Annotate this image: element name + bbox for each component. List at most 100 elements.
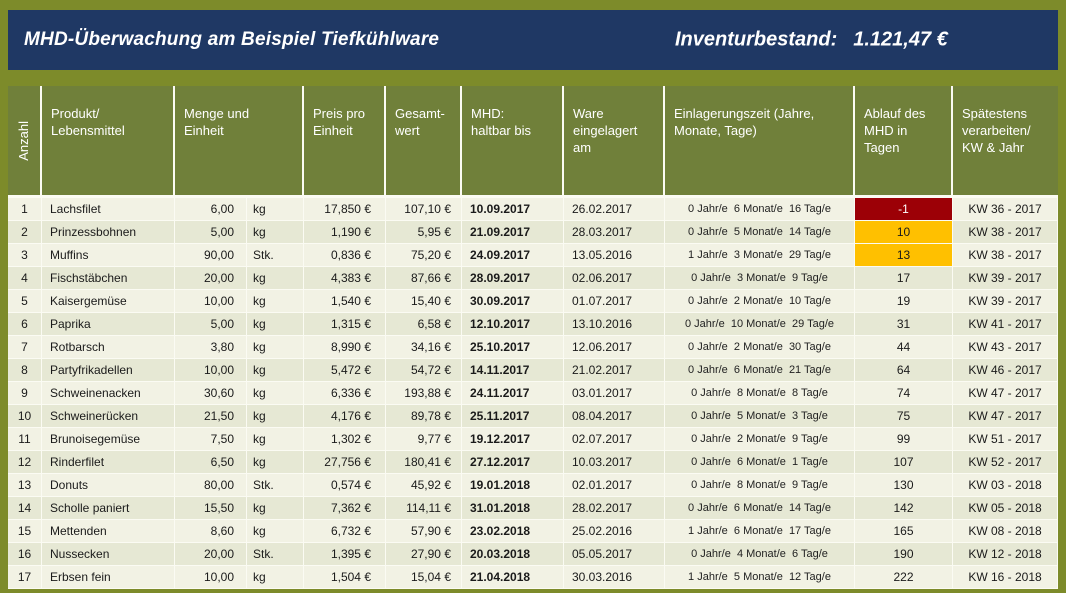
- cell-eingelagert[interactable]: 10.03.2017: [564, 451, 665, 474]
- cell-anzahl[interactable]: 8: [8, 359, 42, 382]
- cell-kw-jahr[interactable]: KW 46 - 2017: [953, 359, 1058, 382]
- cell-eingelagert[interactable]: 12.06.2017: [564, 336, 665, 359]
- cell-einheit[interactable]: Stk.: [247, 244, 304, 267]
- cell-anzahl[interactable]: 13: [8, 474, 42, 497]
- cell-preis[interactable]: 4,176 €: [304, 405, 386, 428]
- cell-menge[interactable]: 6,00: [175, 198, 247, 221]
- cell-kw-jahr[interactable]: KW 39 - 2017: [953, 267, 1058, 290]
- col-header-preis[interactable]: Preis pro Einheit: [304, 86, 386, 195]
- cell-gesamtwert[interactable]: 107,10 €: [386, 198, 462, 221]
- cell-ablauf-tage[interactable]: 130: [855, 474, 953, 497]
- cell-eingelagert[interactable]: 05.05.2017: [564, 543, 665, 566]
- cell-menge[interactable]: 20,00: [175, 267, 247, 290]
- cell-mhd[interactable]: 27.12.2017: [462, 451, 564, 474]
- cell-eingelagert[interactable]: 08.04.2017: [564, 405, 665, 428]
- cell-eingelagert[interactable]: 28.03.2017: [564, 221, 665, 244]
- col-header-menge-einheit[interactable]: Menge und Einheit: [175, 86, 304, 195]
- cell-gesamtwert[interactable]: 15,04 €: [386, 566, 462, 589]
- cell-mhd[interactable]: 25.10.2017: [462, 336, 564, 359]
- cell-gesamtwert[interactable]: 193,88 €: [386, 382, 462, 405]
- cell-einheit[interactable]: Stk.: [247, 543, 304, 566]
- cell-gesamtwert[interactable]: 87,66 €: [386, 267, 462, 290]
- cell-anzahl[interactable]: 5: [8, 290, 42, 313]
- cell-preis[interactable]: 6,732 €: [304, 520, 386, 543]
- cell-ablauf-tage[interactable]: 31: [855, 313, 953, 336]
- cell-eingelagert[interactable]: 28.02.2017: [564, 497, 665, 520]
- col-header-eingelagert[interactable]: Ware eingelagert am: [564, 86, 665, 195]
- cell-einlagerungszeit[interactable]: 0 Jahr/e 6 Monat/e 21 Tag/e: [665, 359, 855, 382]
- cell-anzahl[interactable]: 9: [8, 382, 42, 405]
- cell-kw-jahr[interactable]: KW 38 - 2017: [953, 221, 1058, 244]
- cell-eingelagert[interactable]: 13.10.2016: [564, 313, 665, 336]
- col-header-produkt[interactable]: Produkt/ Lebensmittel: [42, 86, 175, 195]
- cell-einlagerungszeit[interactable]: 0 Jahr/e 5 Monat/e 3 Tag/e: [665, 405, 855, 428]
- cell-preis[interactable]: 27,756 €: [304, 451, 386, 474]
- cell-gesamtwert[interactable]: 15,40 €: [386, 290, 462, 313]
- cell-anzahl[interactable]: 3: [8, 244, 42, 267]
- cell-kw-jahr[interactable]: KW 51 - 2017: [953, 428, 1058, 451]
- cell-gesamtwert[interactable]: 114,11 €: [386, 497, 462, 520]
- cell-preis[interactable]: 5,472 €: [304, 359, 386, 382]
- cell-menge[interactable]: 3,80: [175, 336, 247, 359]
- cell-anzahl[interactable]: 10: [8, 405, 42, 428]
- cell-ablauf-tage[interactable]: 107: [855, 451, 953, 474]
- cell-eingelagert[interactable]: 02.01.2017: [564, 474, 665, 497]
- cell-anzahl[interactable]: 7: [8, 336, 42, 359]
- cell-anzahl[interactable]: 15: [8, 520, 42, 543]
- cell-einlagerungszeit[interactable]: 0 Jahr/e 6 Monat/e 1 Tag/e: [665, 451, 855, 474]
- cell-einheit[interactable]: Stk.: [247, 474, 304, 497]
- cell-gesamtwert[interactable]: 5,95 €: [386, 221, 462, 244]
- cell-mhd[interactable]: 14.11.2017: [462, 359, 564, 382]
- cell-produkt[interactable]: Paprika: [42, 313, 175, 336]
- cell-einheit[interactable]: kg: [247, 221, 304, 244]
- cell-eingelagert[interactable]: 26.02.2017: [564, 198, 665, 221]
- cell-produkt[interactable]: Partyfrikadellen: [42, 359, 175, 382]
- cell-einheit[interactable]: kg: [247, 336, 304, 359]
- cell-menge[interactable]: 10,00: [175, 359, 247, 382]
- cell-ablauf-tage[interactable]: 64: [855, 359, 953, 382]
- cell-einheit[interactable]: kg: [247, 267, 304, 290]
- cell-einheit[interactable]: kg: [247, 428, 304, 451]
- col-header-mhd[interactable]: MHD: haltbar bis: [462, 86, 564, 195]
- cell-produkt[interactable]: Fischstäbchen: [42, 267, 175, 290]
- cell-kw-jahr[interactable]: KW 41 - 2017: [953, 313, 1058, 336]
- cell-ablauf-tage[interactable]: 142: [855, 497, 953, 520]
- cell-einlagerungszeit[interactable]: 0 Jahr/e 10 Monat/e 29 Tag/e: [665, 313, 855, 336]
- cell-produkt[interactable]: Kaisergemüse: [42, 290, 175, 313]
- cell-mhd[interactable]: 19.12.2017: [462, 428, 564, 451]
- cell-mhd[interactable]: 20.03.2018: [462, 543, 564, 566]
- cell-menge[interactable]: 10,00: [175, 566, 247, 589]
- cell-eingelagert[interactable]: 02.06.2017: [564, 267, 665, 290]
- cell-ablauf-tage[interactable]: 190: [855, 543, 953, 566]
- col-header-anzahl[interactable]: Anzahl: [8, 86, 42, 195]
- cell-produkt[interactable]: Scholle paniert: [42, 497, 175, 520]
- cell-eingelagert[interactable]: 03.01.2017: [564, 382, 665, 405]
- cell-einlagerungszeit[interactable]: 0 Jahr/e 2 Monat/e 9 Tag/e: [665, 428, 855, 451]
- cell-preis[interactable]: 4,383 €: [304, 267, 386, 290]
- cell-produkt[interactable]: Lachsfilet: [42, 198, 175, 221]
- cell-ablauf-tage[interactable]: 17: [855, 267, 953, 290]
- cell-anzahl[interactable]: 12: [8, 451, 42, 474]
- cell-einheit[interactable]: kg: [247, 359, 304, 382]
- cell-menge[interactable]: 10,00: [175, 290, 247, 313]
- cell-produkt[interactable]: Muffins: [42, 244, 175, 267]
- cell-menge[interactable]: 30,60: [175, 382, 247, 405]
- cell-mhd[interactable]: 31.01.2018: [462, 497, 564, 520]
- cell-einlagerungszeit[interactable]: 0 Jahr/e 8 Monat/e 9 Tag/e: [665, 474, 855, 497]
- cell-ablauf-tage[interactable]: 222: [855, 566, 953, 589]
- cell-einlagerungszeit[interactable]: 0 Jahr/e 2 Monat/e 10 Tag/e: [665, 290, 855, 313]
- cell-preis[interactable]: 8,990 €: [304, 336, 386, 359]
- cell-gesamtwert[interactable]: 34,16 €: [386, 336, 462, 359]
- cell-kw-jahr[interactable]: KW 05 - 2018: [953, 497, 1058, 520]
- cell-anzahl[interactable]: 2: [8, 221, 42, 244]
- cell-mhd[interactable]: 23.02.2018: [462, 520, 564, 543]
- cell-einlagerungszeit[interactable]: 0 Jahr/e 2 Monat/e 30 Tag/e: [665, 336, 855, 359]
- cell-einlagerungszeit[interactable]: 0 Jahr/e 6 Monat/e 14 Tag/e: [665, 497, 855, 520]
- cell-kw-jahr[interactable]: KW 38 - 2017: [953, 244, 1058, 267]
- cell-menge[interactable]: 5,00: [175, 313, 247, 336]
- cell-mhd[interactable]: 28.09.2017: [462, 267, 564, 290]
- cell-kw-jahr[interactable]: KW 47 - 2017: [953, 382, 1058, 405]
- cell-produkt[interactable]: Donuts: [42, 474, 175, 497]
- cell-produkt[interactable]: Erbsen fein: [42, 566, 175, 589]
- cell-produkt[interactable]: Prinzessbohnen: [42, 221, 175, 244]
